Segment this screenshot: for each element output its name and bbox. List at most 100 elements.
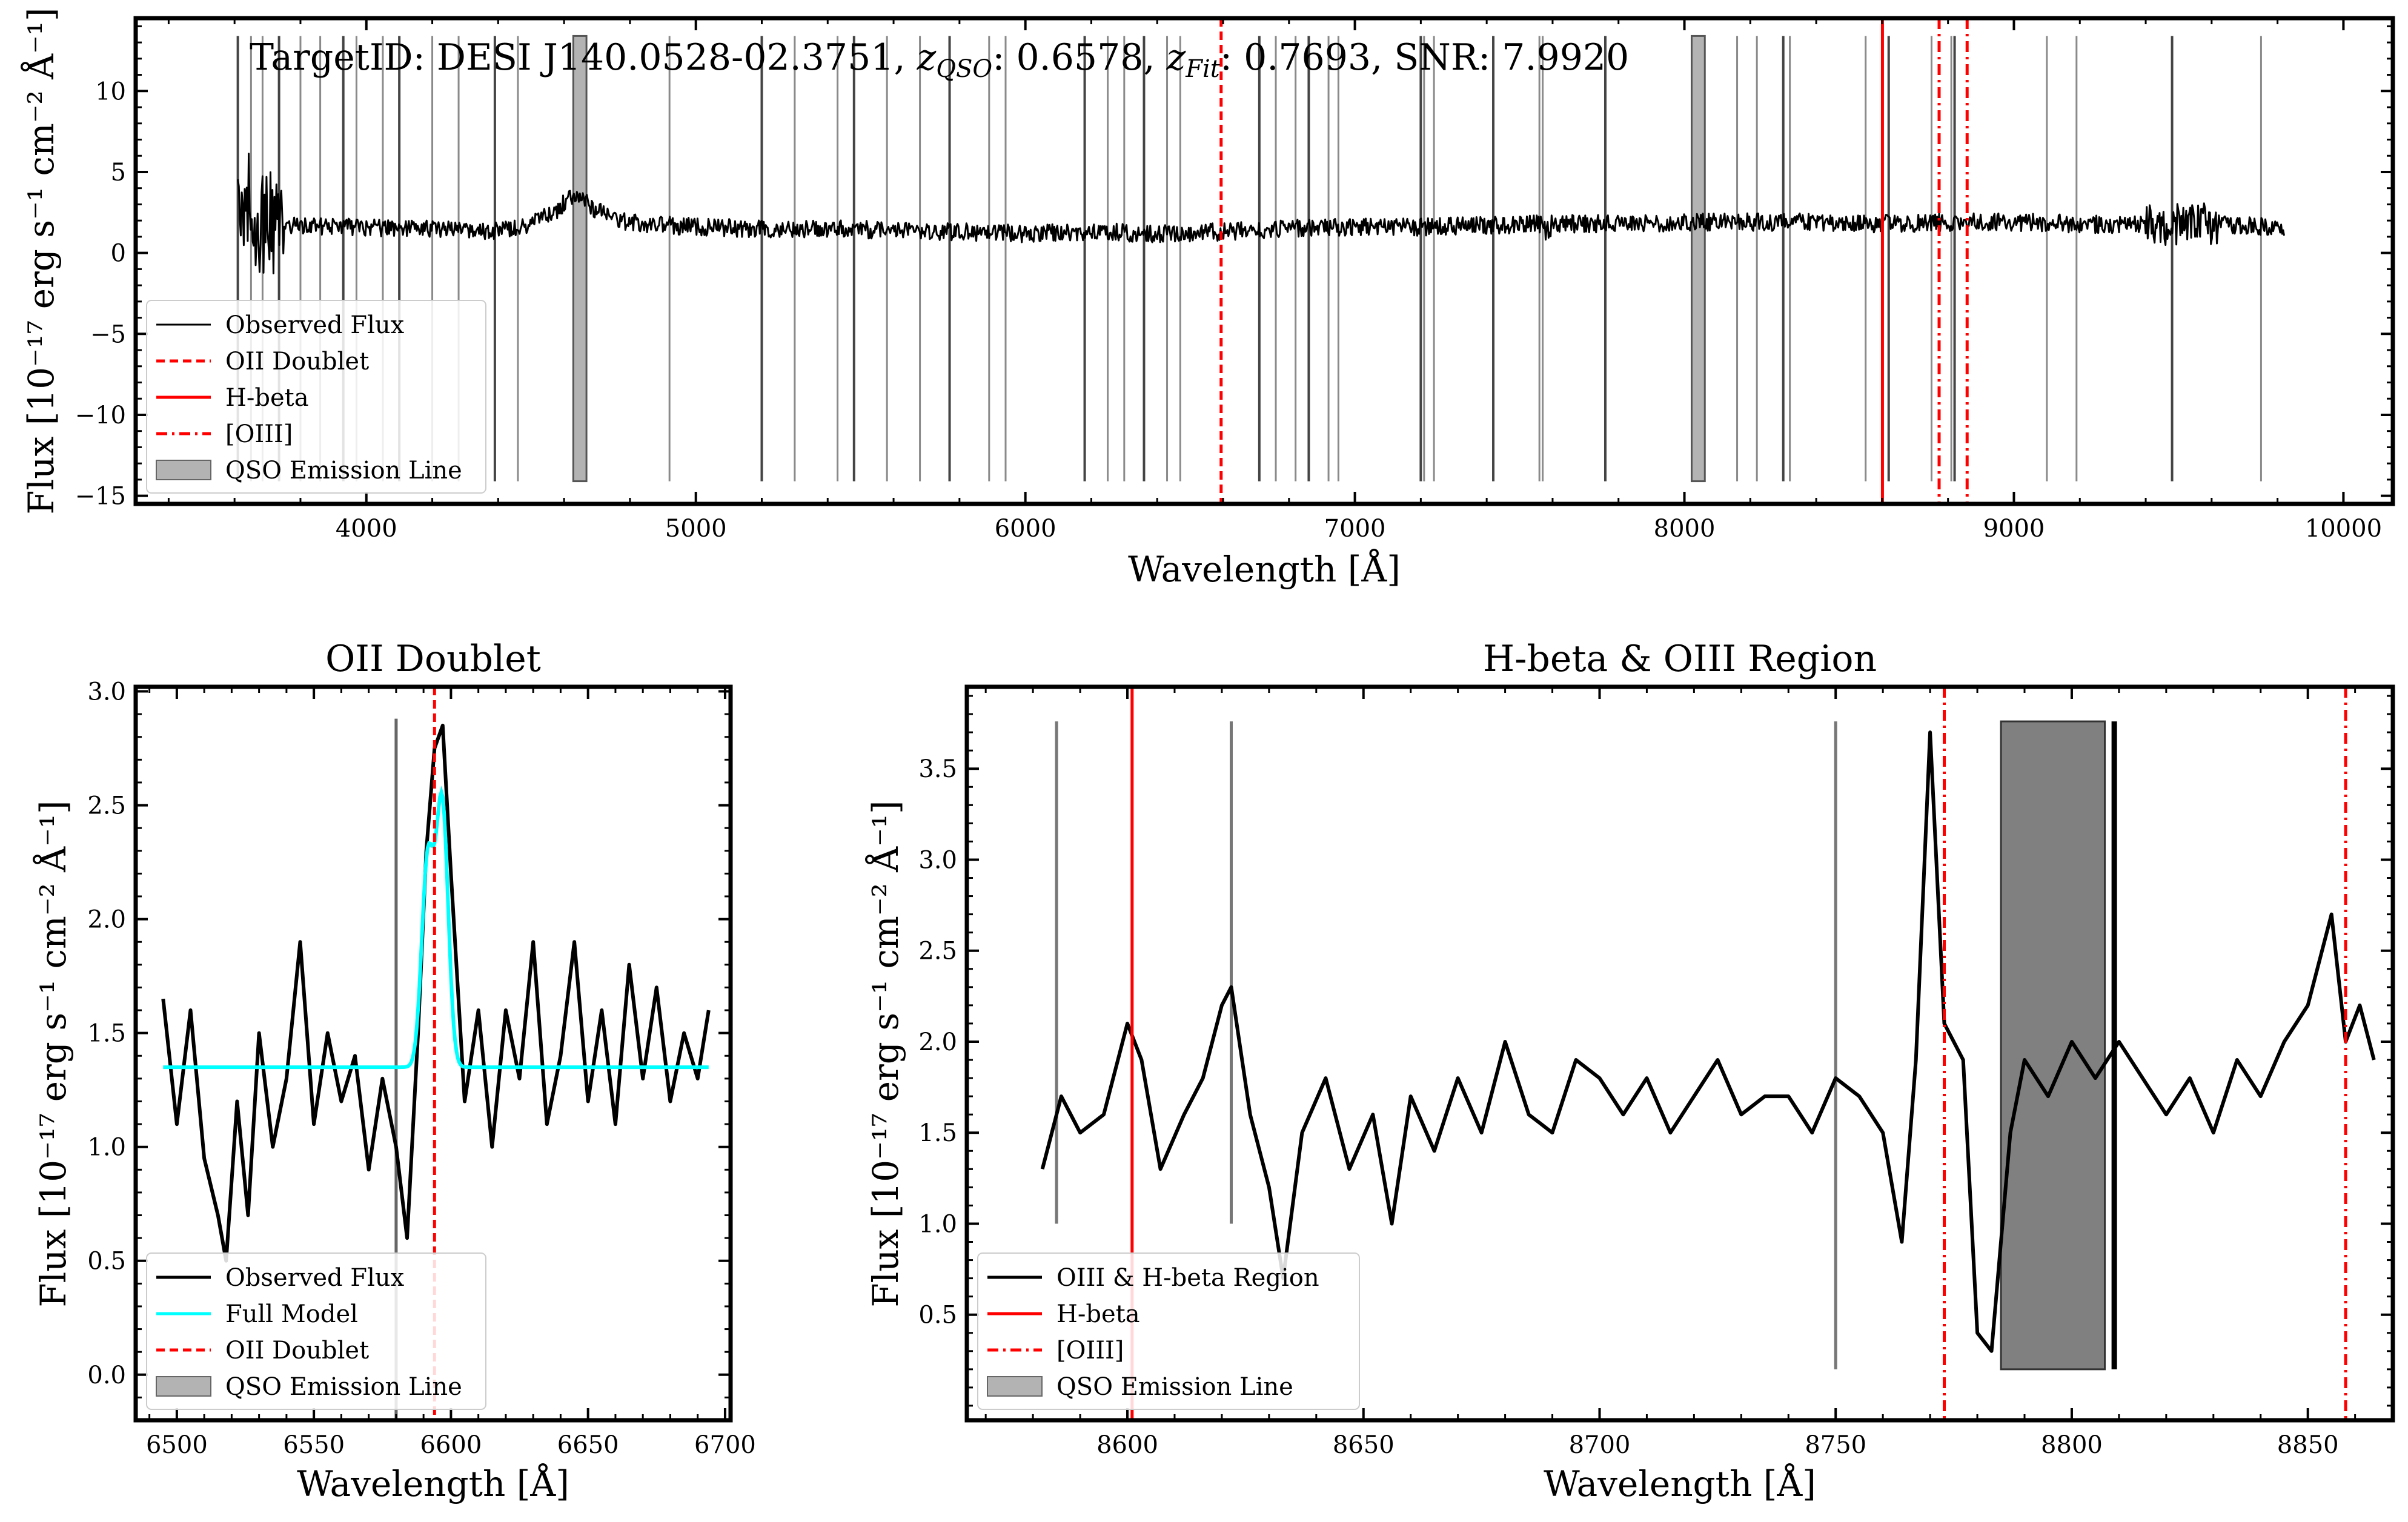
legend-label: Observed Flux xyxy=(225,311,405,339)
hb-y-axis-label: Flux [10⁻¹⁷ erg s⁻¹ cm⁻² Å⁻¹] xyxy=(865,800,906,1307)
oii-plot-frame xyxy=(133,684,733,1423)
annotation-zfit-label: z xyxy=(1166,36,1186,79)
y-tick-label: 2.5 xyxy=(87,792,126,820)
legend-label: [OIII] xyxy=(1056,1337,1124,1365)
y-tick-label: 1.0 xyxy=(87,1134,126,1162)
top-observed-flux-series xyxy=(237,153,2285,274)
y-tick-label: 10 xyxy=(95,78,126,105)
observed-flux-line xyxy=(1040,730,2376,1353)
hb-x-tick-labels: 8600 8650 8700 8750 8800 8850 xyxy=(1096,1431,2338,1459)
hb-y-tick-labels: 0.5 1.0 1.5 2.0 2.5 3.0 3.5 xyxy=(918,755,957,1329)
top-qso-bands xyxy=(572,35,1706,483)
qso-emission-band xyxy=(1690,35,1706,483)
legend-label: OIII & H-beta Region xyxy=(1056,1264,1319,1292)
hb-legend: OIII & H-beta Region H-beta [OIII] QSO Emis… xyxy=(977,1252,1360,1410)
oii-title: OII Doublet xyxy=(325,638,541,680)
oii-observed-flux-series xyxy=(161,723,711,1263)
annotation-zqso-label: z xyxy=(917,36,937,79)
legend-label: OII Doublet xyxy=(225,348,369,376)
x-tick-label: 8800 xyxy=(2041,1431,2103,1459)
oii-tick-marks xyxy=(136,687,731,1421)
legend-label: H-beta xyxy=(1056,1300,1140,1328)
top-annotation: TargetID: DESI J140.0528-02.3751, zQSO: … xyxy=(250,36,1629,83)
oii-panel: 6500 6550 6600 6650 6700 0.0 0.5 1.0 1.5 2.0 2.5 3… xyxy=(33,638,756,1504)
top-x-axis-label: Wavelength [Å] xyxy=(1128,549,1401,590)
legend-box xyxy=(146,300,486,494)
x-tick-label: 6000 xyxy=(995,515,1056,543)
legend-patch xyxy=(156,1376,211,1397)
x-tick-label: 6500 xyxy=(146,1431,208,1459)
y-tick-label: 1.5 xyxy=(918,1119,957,1147)
legend-label: OII Doublet xyxy=(225,1337,369,1365)
x-tick-label: 8000 xyxy=(1654,515,1716,543)
x-tick-label: 6700 xyxy=(694,1431,756,1459)
hb-qso-bands xyxy=(2000,720,2106,1371)
x-tick-label: 6550 xyxy=(283,1431,345,1459)
top-x-tick-labels: 4000 5000 6000 7000 8000 9000 10000 xyxy=(336,515,2382,543)
y-tick-label: −10 xyxy=(75,402,126,429)
top-panel: 4000 5000 6000 7000 8000 9000 10000 −15 −10 −5 0 5… xyxy=(21,7,2395,590)
annotation-zqso-sub: QSO xyxy=(936,55,992,83)
legend-label: H-beta xyxy=(225,384,309,412)
oii-y-axis-label: Flux [10⁻¹⁷ erg s⁻¹ cm⁻² Å⁻¹] xyxy=(33,800,74,1307)
top-tick-marks xyxy=(136,18,2393,504)
y-tick-label: 2.0 xyxy=(918,1028,957,1056)
x-tick-label: 8700 xyxy=(1569,1431,1631,1459)
y-tick-label: 0.0 xyxy=(87,1362,126,1389)
legend-label: Observed Flux xyxy=(225,1264,405,1292)
top-legend: Observed Flux OII Doublet H-beta [OIII] QSO … xyxy=(146,300,486,494)
legend-label: QSO Emission Line xyxy=(1056,1373,1293,1401)
hb-tick-marks xyxy=(967,687,2393,1420)
top-y-axis-label: Flux [10⁻¹⁷ erg s⁻¹ cm⁻² Å⁻¹] xyxy=(21,7,62,514)
legend-label: Full Model xyxy=(225,1300,358,1328)
hb-title: H-beta & OIII Region xyxy=(1483,638,1877,680)
annotation-prefix: TargetID: DESI J140.0528-02.3751, xyxy=(250,36,917,79)
y-tick-label: 1.0 xyxy=(918,1210,957,1238)
x-tick-label: 8650 xyxy=(1333,1431,1395,1459)
y-tick-label: 1.5 xyxy=(87,1020,126,1048)
y-tick-label: 2.5 xyxy=(918,938,957,965)
oii-legend: Observed Flux Full Model OII Doublet QSO Em… xyxy=(146,1252,486,1410)
legend-patch xyxy=(987,1376,1043,1397)
legend-box xyxy=(977,1252,1360,1410)
hb-sky-lines xyxy=(1055,721,2117,1369)
observed-flux-line xyxy=(237,153,2285,274)
top-sky-lines xyxy=(236,36,2262,481)
x-tick-label: 10000 xyxy=(2305,515,2382,543)
x-tick-label: 6650 xyxy=(557,1431,619,1459)
y-tick-label: 0 xyxy=(111,240,126,268)
y-tick-label: −15 xyxy=(75,483,126,511)
hb-plot-frame xyxy=(964,684,2395,1423)
y-tick-label: 0.5 xyxy=(87,1248,126,1276)
top-emission-markers xyxy=(1219,18,1969,504)
x-tick-label: 5000 xyxy=(665,515,727,543)
x-tick-label: 8600 xyxy=(1096,1431,1158,1459)
legend-box xyxy=(146,1252,486,1410)
top-plot-frame xyxy=(133,16,2395,506)
x-tick-label: 4000 xyxy=(336,515,397,543)
annotation-zfit-value: : 0.7693, SNR: 7.9920 xyxy=(1220,36,1629,79)
legend-label: QSO Emission Line xyxy=(225,1373,462,1401)
y-tick-label: 0.5 xyxy=(918,1302,957,1329)
legend-label: QSO Emission Line xyxy=(225,457,462,485)
y-tick-label: 2.0 xyxy=(87,906,126,934)
annotation-zfit-sub: Fit xyxy=(1185,55,1221,83)
y-tick-label: 3.5 xyxy=(918,755,957,783)
qso-emission-band xyxy=(2000,720,2106,1371)
hbeta-panel: 8600 8650 8700 8750 8800 8850 0.5 1.0 1.5 2.0 2.5… xyxy=(865,638,2395,1504)
oii-x-tick-labels: 6500 6550 6600 6650 6700 xyxy=(146,1431,756,1459)
x-tick-label: 6600 xyxy=(420,1431,482,1459)
oii-y-tick-labels: 0.0 0.5 1.0 1.5 2.0 2.5 3.0 xyxy=(87,678,126,1389)
annotation-zqso-value: : 0.6578, xyxy=(992,36,1166,79)
hb-observed-flux-series xyxy=(1040,730,2376,1353)
oii-x-axis-label: Wavelength [Å] xyxy=(297,1463,569,1504)
x-tick-label: 7000 xyxy=(1324,515,1386,543)
x-tick-label: 8850 xyxy=(2277,1431,2339,1459)
hb-x-axis-label: Wavelength [Å] xyxy=(1544,1463,1816,1504)
qso-emission-band xyxy=(572,35,588,483)
y-tick-label: 5 xyxy=(111,159,126,187)
legend-label: [OIII] xyxy=(225,420,293,448)
observed-flux-line xyxy=(161,723,711,1263)
x-tick-label: 8750 xyxy=(1805,1431,1866,1459)
